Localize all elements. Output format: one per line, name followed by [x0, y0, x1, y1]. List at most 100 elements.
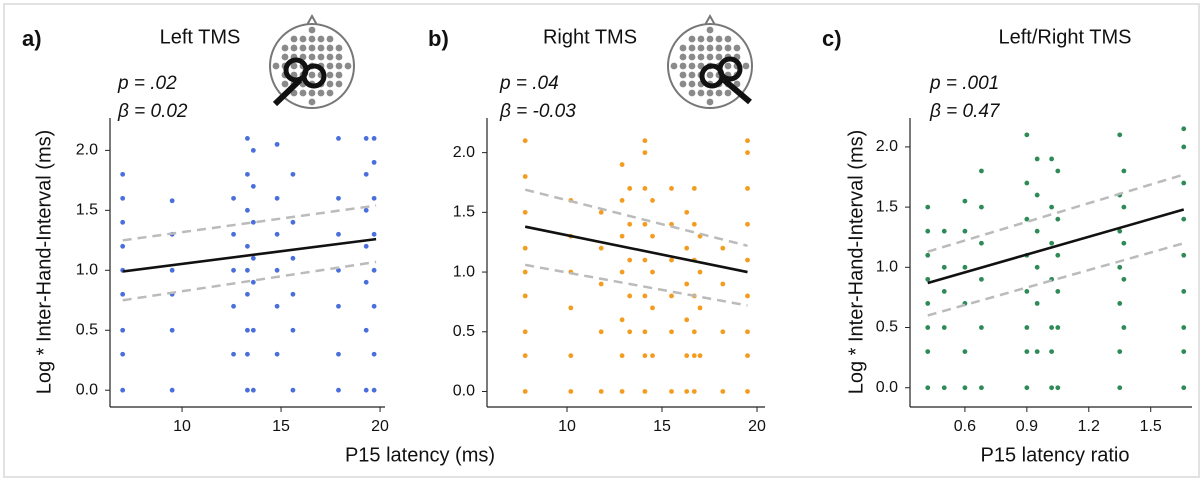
point	[371, 135, 377, 141]
head-icon	[667, 13, 753, 109]
x-axis-label: P15 latency ratio	[981, 444, 1130, 466]
point	[684, 281, 690, 287]
point	[1024, 349, 1030, 355]
electrode	[706, 35, 714, 43]
electrode	[724, 62, 732, 70]
electrode	[679, 80, 687, 88]
point	[1181, 252, 1187, 258]
point	[363, 207, 369, 213]
point	[274, 231, 280, 237]
point	[1181, 216, 1187, 222]
electrode	[697, 53, 705, 61]
point	[363, 327, 369, 333]
point	[1049, 204, 1055, 210]
point	[522, 209, 528, 215]
point	[250, 327, 256, 333]
point	[962, 264, 968, 270]
point	[120, 171, 126, 177]
electrode	[335, 44, 343, 52]
point	[1034, 264, 1040, 270]
coil-handle	[722, 77, 752, 105]
x-tick-label: 1.2	[1078, 418, 1100, 435]
point	[962, 385, 968, 391]
point	[250, 387, 256, 393]
electrode	[335, 80, 343, 88]
point	[120, 195, 126, 201]
point	[979, 204, 984, 210]
point	[245, 387, 250, 393]
electrode	[317, 35, 325, 43]
point	[363, 279, 369, 285]
point	[522, 245, 528, 251]
x-axis-label: P15 latency (ms)	[345, 444, 495, 466]
electrode	[281, 53, 289, 61]
point	[925, 228, 931, 234]
electrode	[326, 62, 334, 70]
point	[962, 198, 968, 204]
point	[669, 389, 674, 394]
point	[1117, 385, 1123, 391]
point	[522, 293, 528, 299]
electrode	[742, 62, 750, 70]
electrode	[706, 44, 714, 52]
electrode	[724, 89, 732, 97]
point	[363, 387, 369, 393]
point	[627, 293, 633, 299]
point	[1121, 204, 1127, 210]
point	[691, 329, 697, 335]
point	[1181, 126, 1187, 132]
point	[1121, 325, 1127, 330]
point	[720, 329, 726, 335]
y-tick-label: 1.5	[876, 198, 898, 215]
regression-line	[524, 225, 748, 274]
point	[1034, 192, 1040, 198]
point	[120, 291, 126, 297]
stat-annotation: p = .04	[499, 73, 559, 94]
electrode	[272, 62, 280, 70]
frame	[3, 3, 1200, 478]
point	[745, 389, 750, 394]
y-tick-label: 2.0	[876, 138, 898, 155]
point	[371, 387, 377, 393]
electrode	[706, 71, 714, 79]
point	[745, 221, 750, 227]
electrode	[308, 98, 316, 106]
point	[979, 385, 984, 391]
electrode	[326, 35, 334, 43]
point	[1181, 385, 1187, 391]
point	[941, 289, 947, 294]
point	[925, 204, 931, 210]
point	[371, 195, 377, 201]
point	[745, 150, 750, 156]
y-tick-label: 0.5	[76, 321, 98, 338]
point	[245, 351, 250, 357]
regression-line	[122, 237, 377, 273]
point	[336, 303, 341, 309]
electrode	[706, 53, 714, 61]
point	[627, 257, 633, 263]
point	[250, 183, 256, 189]
point	[245, 291, 250, 297]
x-tick-label: 15	[653, 418, 671, 435]
point	[669, 293, 674, 299]
point	[669, 221, 674, 227]
point	[274, 141, 280, 147]
point	[619, 269, 625, 275]
regression-line	[927, 208, 1185, 285]
electrode	[326, 71, 334, 79]
x-tick-label: 0.9	[1016, 418, 1038, 435]
y-tick-label: 1.5	[76, 202, 98, 219]
point	[1181, 180, 1187, 186]
point	[169, 327, 175, 333]
electrode	[688, 89, 696, 97]
point	[1055, 252, 1061, 258]
electrode	[290, 62, 298, 70]
point	[336, 387, 341, 393]
electrode	[706, 26, 714, 34]
point	[336, 195, 341, 201]
point	[120, 351, 126, 357]
point	[962, 349, 968, 355]
point	[290, 255, 296, 261]
electrode	[335, 53, 343, 61]
ci-line	[524, 263, 748, 307]
